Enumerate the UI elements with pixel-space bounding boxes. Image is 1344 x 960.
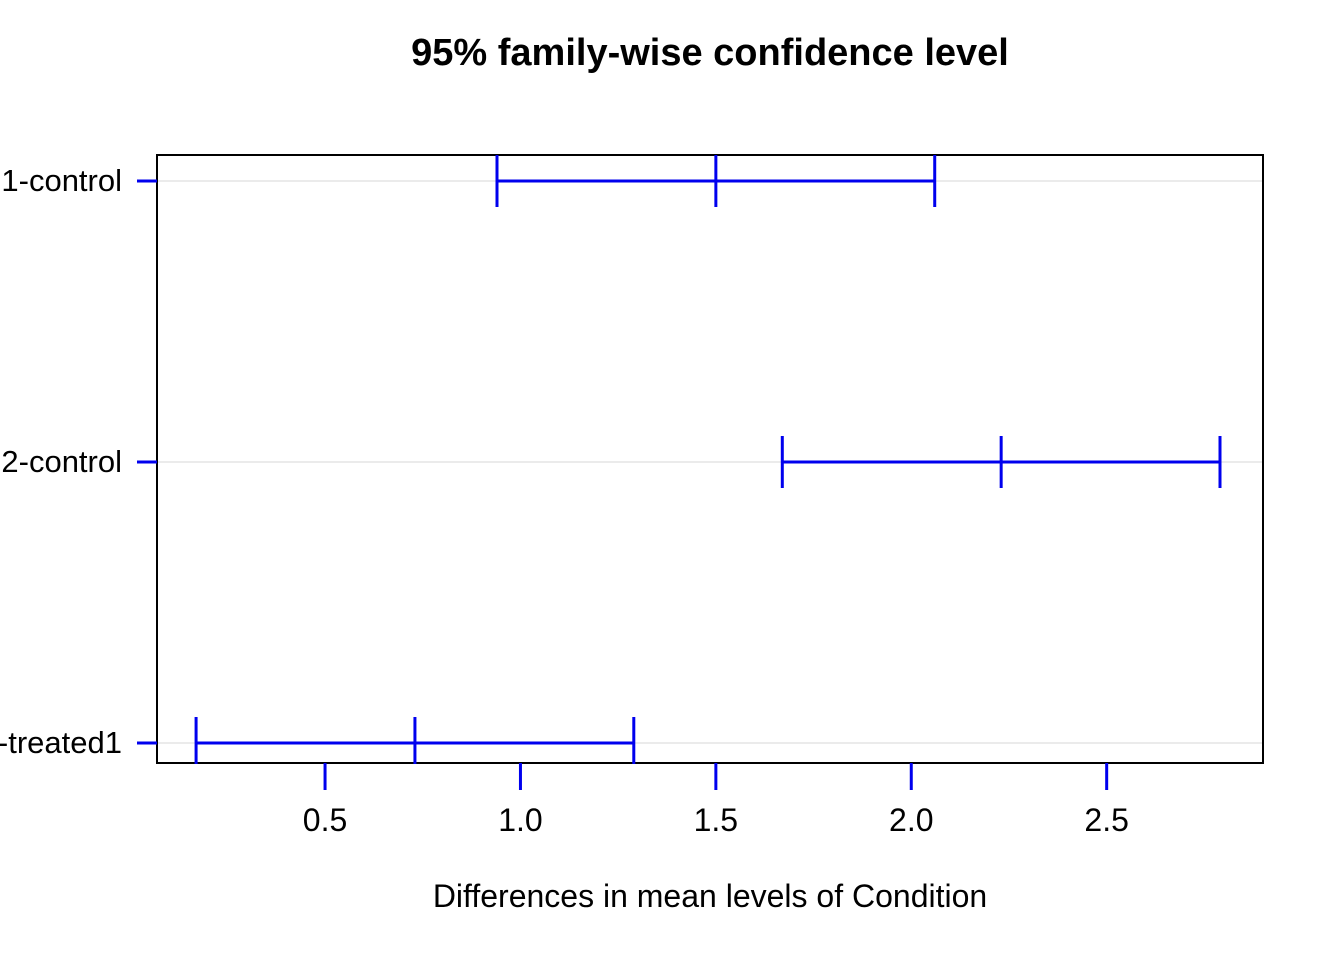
x-axis-title: Differences in mean levels of Condition: [432, 878, 988, 914]
x-tick-label: 0.5: [302, 802, 348, 838]
x-tick-label: 2.5: [1084, 802, 1129, 838]
y-tick-label: -treated1: [0, 725, 122, 760]
y-tick-label: 2-control: [1, 444, 122, 479]
x-tick-label: 1.5: [693, 802, 739, 838]
plot-box: [156, 154, 1264, 764]
y-tick-label: 1-control: [1, 163, 122, 198]
x-tick-label: 1.0: [498, 802, 543, 838]
x-tick-label: 2.0: [889, 802, 934, 838]
chart-title: 95% family-wise confidence level: [411, 32, 1009, 74]
